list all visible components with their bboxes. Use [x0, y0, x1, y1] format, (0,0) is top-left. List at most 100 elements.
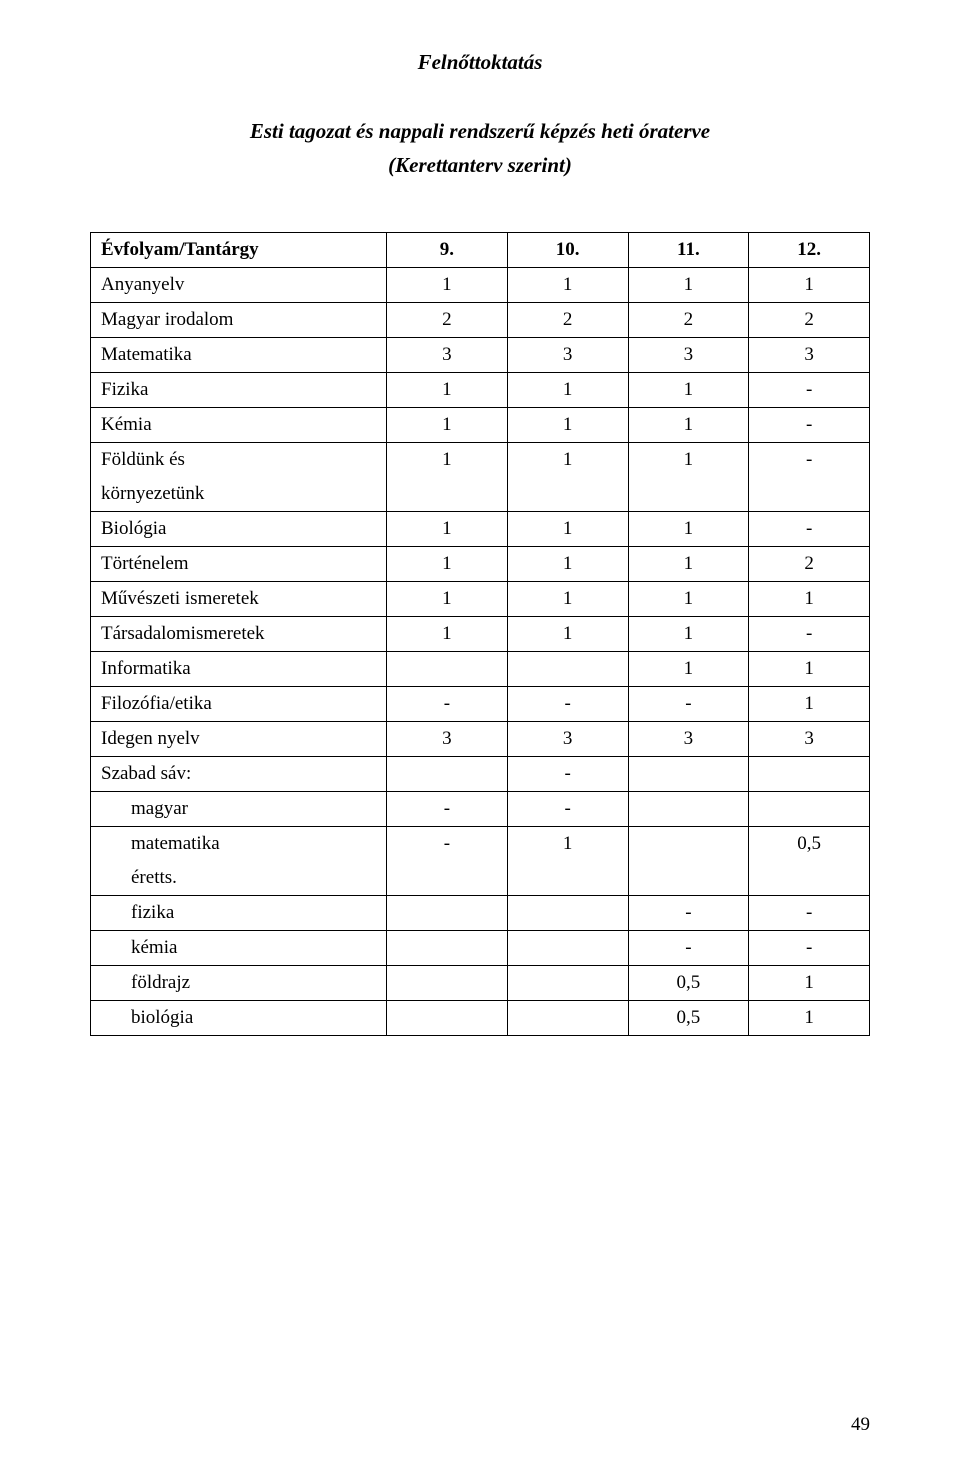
subject-cell: Filozófia/etika [91, 687, 387, 722]
value-cell: - [507, 792, 628, 827]
subject-cell: éretts. [91, 861, 387, 896]
subject-cell: magyar [91, 792, 387, 827]
value-cell: 0,5 [628, 966, 749, 1001]
table-row: kémia -- [91, 931, 870, 966]
header-subject: Évfolyam/Tantárgy [91, 233, 387, 268]
value-cell: 3 [387, 338, 508, 373]
subject-cell: kémia [91, 931, 387, 966]
value-cell: 1 [507, 547, 628, 582]
subject-cell: Művészeti ismeretek [91, 582, 387, 617]
value-cell [387, 652, 508, 687]
value-cell [387, 931, 508, 966]
header-grade-12: 12. [749, 233, 870, 268]
value-cell: - [628, 687, 749, 722]
value-cell: 0,5 [749, 827, 870, 862]
value-cell: 1 [628, 373, 749, 408]
value-cell: 1 [628, 652, 749, 687]
value-cell: 1 [628, 268, 749, 303]
value-cell: 1 [507, 827, 628, 862]
value-cell: 3 [628, 722, 749, 757]
value-cell: 3 [387, 722, 508, 757]
value-cell [387, 757, 508, 792]
page-number: 49 [851, 1414, 870, 1436]
table-row: földrajz0,51 [91, 966, 870, 1001]
value-cell: 3 [507, 722, 628, 757]
table-row: biológia0,51 [91, 1001, 870, 1036]
value-cell [749, 792, 870, 827]
value-cell [507, 477, 628, 512]
subject-cell: Fizika [91, 373, 387, 408]
subject-cell: Szabad sáv: [91, 757, 387, 792]
value-cell: 1 [628, 582, 749, 617]
table-row: Szabad sáv: - [91, 757, 870, 792]
value-cell: 1 [507, 373, 628, 408]
value-cell: 2 [749, 547, 870, 582]
value-cell: - [507, 757, 628, 792]
table-row: Történelem1112 [91, 547, 870, 582]
value-cell [387, 1001, 508, 1036]
subject-cell: Kémia [91, 408, 387, 443]
value-cell: - [387, 687, 508, 722]
table-row: Kémia111- [91, 408, 870, 443]
subject-cell: Földünk és [91, 443, 387, 478]
value-cell [749, 477, 870, 512]
table-row: Társadalomismeretek111- [91, 617, 870, 652]
table-row: Biológia111- [91, 512, 870, 547]
table-row: Idegen nyelv3333 [91, 722, 870, 757]
value-cell: 2 [749, 303, 870, 338]
table-row: környezetünk [91, 477, 870, 512]
value-cell: 1 [749, 268, 870, 303]
value-cell [387, 966, 508, 1001]
value-cell: 1 [749, 652, 870, 687]
value-cell: 2 [387, 303, 508, 338]
table-row: Földünk és111- [91, 443, 870, 478]
subject-cell: biológia [91, 1001, 387, 1036]
value-cell: 1 [387, 617, 508, 652]
value-cell [628, 477, 749, 512]
subject-cell: környezetünk [91, 477, 387, 512]
value-cell: 1 [628, 547, 749, 582]
value-cell: 1 [387, 582, 508, 617]
value-cell: - [628, 896, 749, 931]
value-cell [507, 896, 628, 931]
subject-cell: Matematika [91, 338, 387, 373]
value-cell: - [749, 373, 870, 408]
table-row: éretts. [91, 861, 870, 896]
value-cell [749, 757, 870, 792]
value-cell [749, 861, 870, 896]
subheading-line-2: (Kerettanterv szerint) [388, 153, 572, 177]
value-cell: 1 [507, 268, 628, 303]
subheading-line-1: Esti tagozat és nappali rendszerű képzés… [250, 119, 710, 143]
value-cell: - [749, 896, 870, 931]
value-cell [507, 1001, 628, 1036]
table-row: Művészeti ismeretek1111 [91, 582, 870, 617]
subject-cell: Idegen nyelv [91, 722, 387, 757]
page-heading: Felnőttoktatás [90, 50, 870, 75]
value-cell: 2 [507, 303, 628, 338]
value-cell [628, 757, 749, 792]
value-cell [628, 827, 749, 862]
value-cell: - [749, 512, 870, 547]
value-cell: 0,5 [628, 1001, 749, 1036]
value-cell: - [749, 617, 870, 652]
page-subheading: Esti tagozat és nappali rendszerű képzés… [90, 115, 870, 182]
value-cell: - [387, 827, 508, 862]
value-cell: 1 [749, 582, 870, 617]
table-row: matematika-10,5 [91, 827, 870, 862]
value-cell: 1 [507, 512, 628, 547]
value-cell: 1 [387, 547, 508, 582]
value-cell [507, 652, 628, 687]
value-cell: 1 [507, 408, 628, 443]
table-row: fizika-- [91, 896, 870, 931]
value-cell [628, 861, 749, 896]
header-grade-10: 10. [507, 233, 628, 268]
value-cell: 3 [628, 338, 749, 373]
value-cell: - [749, 931, 870, 966]
subject-cell: Biológia [91, 512, 387, 547]
table-row: Matematika3333 [91, 338, 870, 373]
value-cell: 1 [628, 617, 749, 652]
value-cell [387, 896, 508, 931]
value-cell: - [628, 931, 749, 966]
value-cell: 1 [387, 443, 508, 478]
header-grade-11: 11. [628, 233, 749, 268]
